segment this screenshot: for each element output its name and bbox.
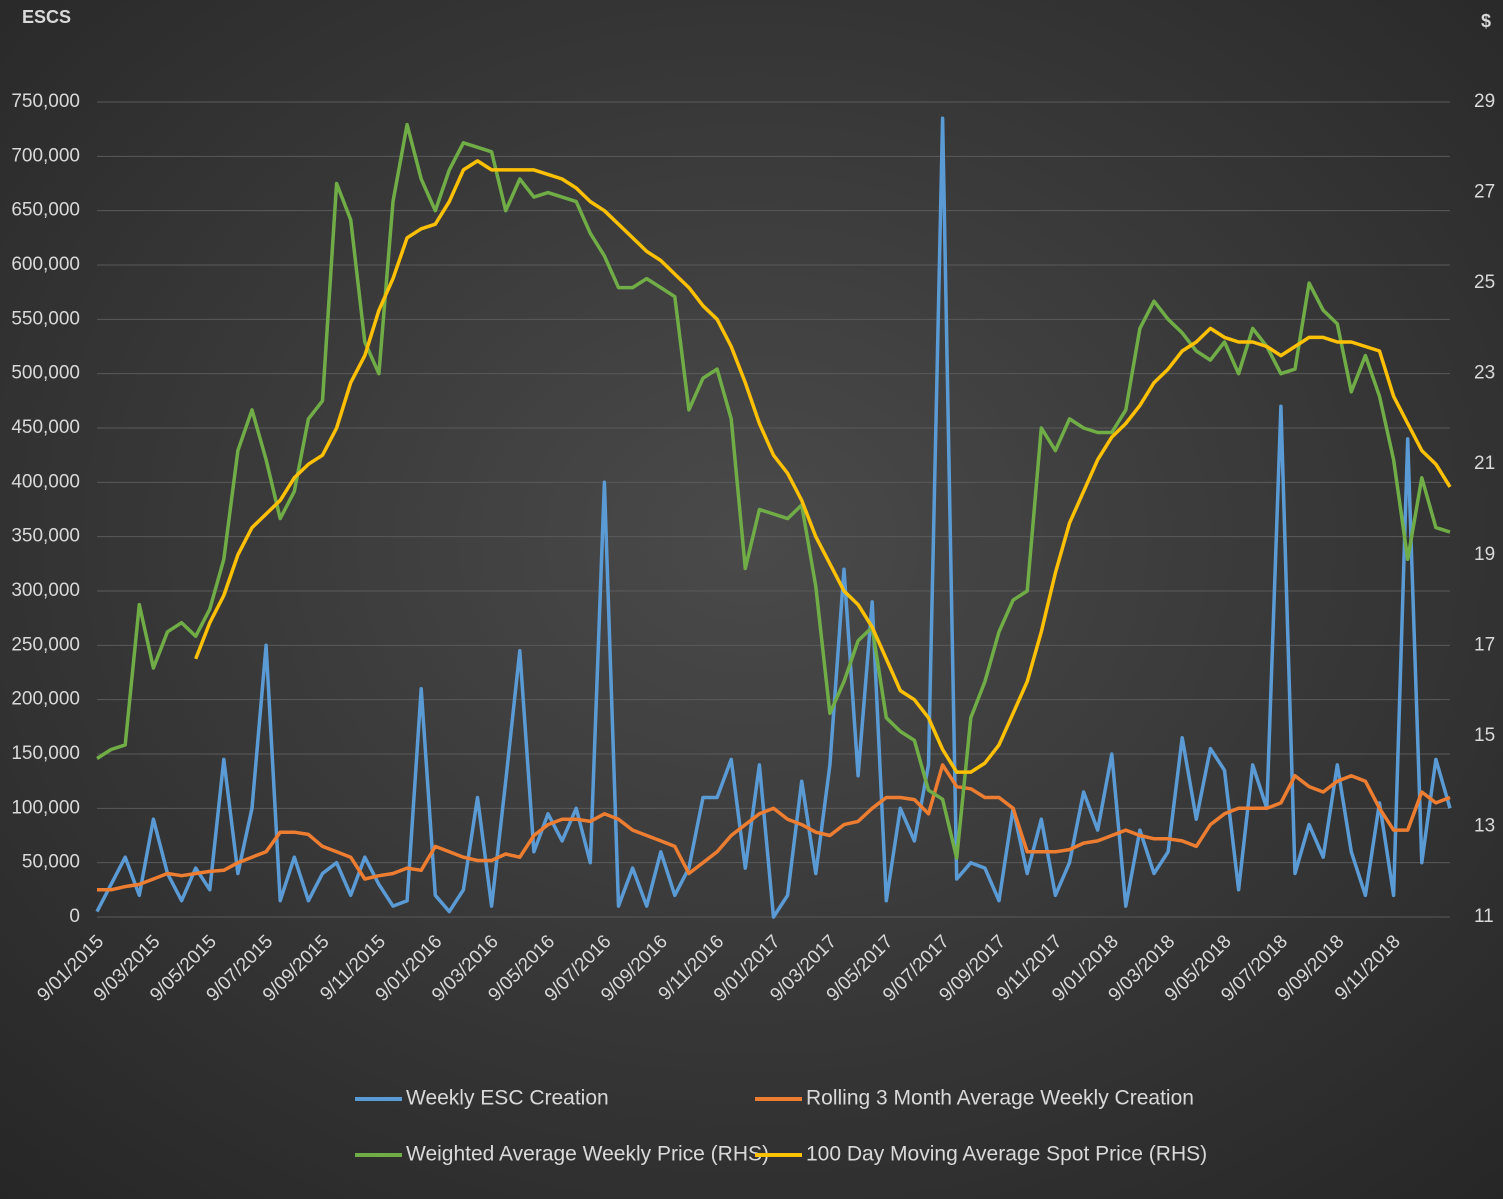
y-axis-title: ESCS <box>22 7 71 27</box>
y2-tick-label: 27 <box>1474 182 1495 203</box>
y-tick-label: 650,000 <box>11 200 80 221</box>
y2-tick-label: 19 <box>1474 544 1495 565</box>
y-tick-label: 250,000 <box>11 634 80 655</box>
y-tick-label: 350,000 <box>11 526 80 547</box>
y2-tick-label: 15 <box>1474 725 1495 746</box>
y-tick-label: 550,000 <box>11 308 80 329</box>
y2-axis-title: $ <box>1481 11 1491 31</box>
y2-tick-label: 13 <box>1474 815 1495 836</box>
line-series <box>194 159 1452 774</box>
y-tick-label: 750,000 <box>11 91 80 112</box>
y2-tick-label: 23 <box>1474 363 1495 384</box>
y-tick-label: 400,000 <box>11 471 80 492</box>
line-series <box>96 122 1451 860</box>
y2-tick-label: 25 <box>1474 272 1495 293</box>
y-tick-label: 200,000 <box>11 689 80 710</box>
legend-text: Weekly ESC Creation <box>406 1087 609 1110</box>
y-tick-label: 150,000 <box>11 743 80 764</box>
y-tick-label: 700,000 <box>11 145 80 166</box>
y-tick-label: 100,000 <box>11 797 80 818</box>
y2-tick-label: 29 <box>1474 91 1495 112</box>
y-tick-label: 300,000 <box>11 580 80 601</box>
y-tick-label: 0 <box>69 906 80 927</box>
legend-text: Rolling 3 Month Average Weekly Creation <box>806 1087 1194 1110</box>
y2-tick-label: 21 <box>1474 453 1495 474</box>
line-series <box>97 763 1451 892</box>
legend-text: 100 Day Moving Average Spot Price (RHS) <box>806 1143 1207 1166</box>
y2-tick-label: 11 <box>1474 906 1494 927</box>
y2-tick-label: 17 <box>1474 634 1495 655</box>
legend-text: Weighted Average Weekly Price (RHS) <box>406 1143 769 1166</box>
y-tick-label: 50,000 <box>22 852 80 873</box>
y-tick-label: 600,000 <box>11 254 80 275</box>
y-tick-label: 500,000 <box>11 363 80 384</box>
line-series <box>95 116 1452 919</box>
y-tick-label: 450,000 <box>11 417 80 438</box>
